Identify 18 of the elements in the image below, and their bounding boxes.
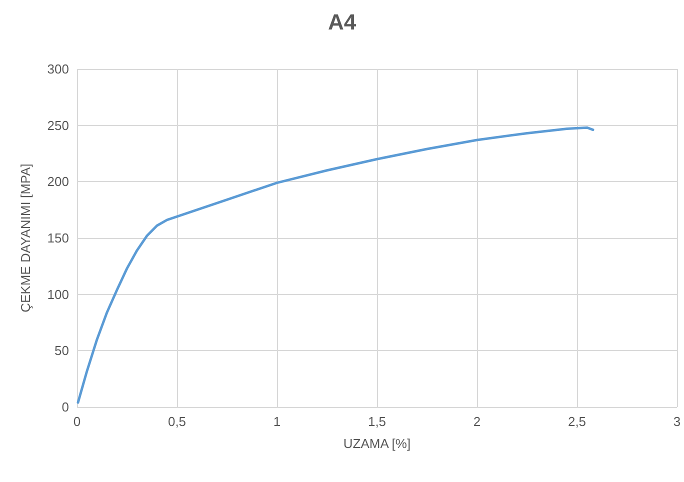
x-tick-label: 2,5 xyxy=(568,414,586,429)
y-tick-label: 0 xyxy=(62,400,69,414)
x-tick-label: 0,5 xyxy=(168,414,186,429)
y-axis-title: ÇEKME DAYANIMI [MPA] xyxy=(18,164,33,312)
y-tick-label: 100 xyxy=(47,286,69,302)
x-axis-title: UZAMA [%] xyxy=(343,436,411,451)
x-tick-label: 1,5 xyxy=(368,414,386,429)
y-tick-label: 250 xyxy=(47,118,69,133)
line-series xyxy=(76,126,594,404)
x-tick-label: 0 xyxy=(73,414,81,429)
x-tick-label: 3 xyxy=(673,414,681,429)
chart-title: A4 xyxy=(328,10,357,34)
x-tick-label: 1 xyxy=(273,414,281,429)
y-tick-label: 200 xyxy=(47,174,69,190)
y-tick-label: 50 xyxy=(54,343,69,358)
y-tick-label: 150 xyxy=(47,230,69,246)
y-tick-label: 300 xyxy=(47,62,69,76)
x-tick-label: 2 xyxy=(473,414,481,429)
